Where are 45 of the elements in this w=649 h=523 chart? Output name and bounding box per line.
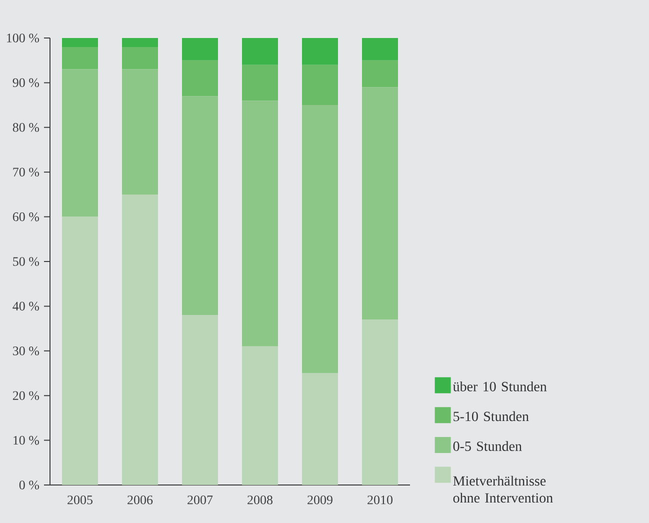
- bar: [302, 38, 338, 65]
- bar: [62, 38, 98, 47]
- y-tick-label: 70 %: [13, 168, 40, 177]
- bar: [242, 346, 278, 485]
- y-tick-label: 90 %: [12, 78, 40, 88]
- x-tick-label: 2008: [248, 496, 273, 504]
- bar: [302, 373, 338, 485]
- bar: [122, 194, 158, 485]
- bar: [122, 69, 158, 194]
- text: Mietverhältnisse ohne Intervention: [453, 476, 553, 503]
- bar: [302, 64, 338, 106]
- y-tick-label: 50 %: [13, 257, 40, 266]
- y-tick-label: 0 %: [19, 480, 40, 490]
- bar: [122, 46, 158, 70]
- legend-label: 0-5 Stunden: [453, 441, 522, 451]
- bar: [62, 69, 98, 217]
- y-tick-label: 30 %: [13, 346, 40, 356]
- y-tick-label: 100 %: [7, 34, 40, 42]
- bar: [362, 60, 398, 88]
- y-tick-label: 20 %: [12, 391, 40, 400]
- bar: [242, 38, 278, 65]
- bar: [362, 87, 398, 320]
- y-tick-label: 60 %: [12, 212, 40, 222]
- bar: [242, 100, 278, 346]
- bar: [122, 38, 158, 47]
- y-tick-label: 80 %: [12, 122, 40, 132]
- y-tick-label: 10 %: [14, 436, 40, 445]
- bar: [182, 315, 218, 485]
- x-tick-label: 2009: [308, 496, 332, 504]
- x-tick-label: 2005: [68, 496, 92, 504]
- y-tick-label: 40 %: [12, 302, 40, 311]
- x-tick-label: 2007: [188, 496, 213, 504]
- bar: [362, 320, 398, 485]
- bar: [242, 64, 278, 101]
- bar: [182, 60, 218, 96]
- x-tick-label: 2010: [368, 496, 393, 504]
- bar: [302, 105, 338, 374]
- bar: [62, 46, 98, 70]
- bar: [182, 96, 218, 316]
- bar: [362, 38, 398, 60]
- bar: [182, 38, 218, 60]
- legend-label: über 10 Stunden: [452, 381, 547, 392]
- x-tick-label: 2006: [128, 496, 153, 504]
- legend-label: 5-10 Stunden: [454, 411, 529, 422]
- bar: [62, 216, 98, 485]
